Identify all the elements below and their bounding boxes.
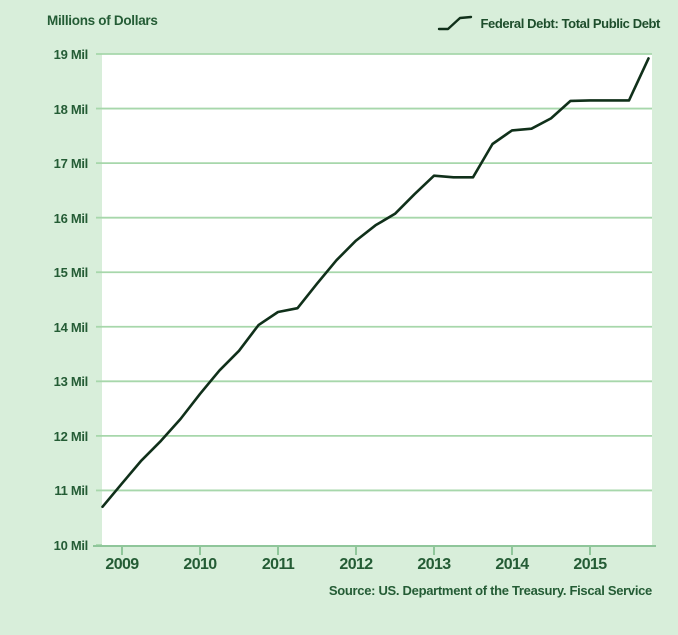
y-axis-tick-label: 16 Mil <box>53 210 89 226</box>
x-axis-tick-label: 2009 <box>105 556 139 573</box>
x-axis-tick-label: 2011 <box>261 556 295 573</box>
legend: Federal Debt: Total Public Debt <box>437 12 661 34</box>
y-axis-tick-label: 15 Mil <box>53 265 89 281</box>
legend-label: Federal Debt: Total Public Debt <box>480 15 661 31</box>
y-axis-tick-label: 11 Mil <box>54 483 88 499</box>
y-axis-tick-label: 13 Mil <box>53 374 89 390</box>
line-series-icon <box>437 15 472 31</box>
source-note: Source: US. Department of the Treasury. … <box>328 583 652 598</box>
x-axis-tick-label: 2014 <box>495 556 529 573</box>
y-axis-tick-label: 12 Mil <box>53 428 89 444</box>
x-axis-tick-label: 2010 <box>183 556 217 573</box>
y-axis-tick-label: 10 Mil <box>53 538 89 553</box>
y-axis-tick-label: 19 Mil <box>53 47 89 62</box>
x-axis-tick-label: 2013 <box>417 556 451 573</box>
x-axis-tick-label: 2015 <box>573 556 607 573</box>
y-axis-title: Millions of Dollars <box>47 13 158 28</box>
y-axis-tick-label: 17 Mil <box>53 156 89 172</box>
x-axis-tick-label: 2012 <box>339 556 373 573</box>
plot-area <box>102 54 652 545</box>
y-axis-tick-label: 14 Mil <box>53 319 89 335</box>
debt-series-line <box>101 57 650 509</box>
y-axis-tick-label: 18 Mil <box>53 101 89 117</box>
